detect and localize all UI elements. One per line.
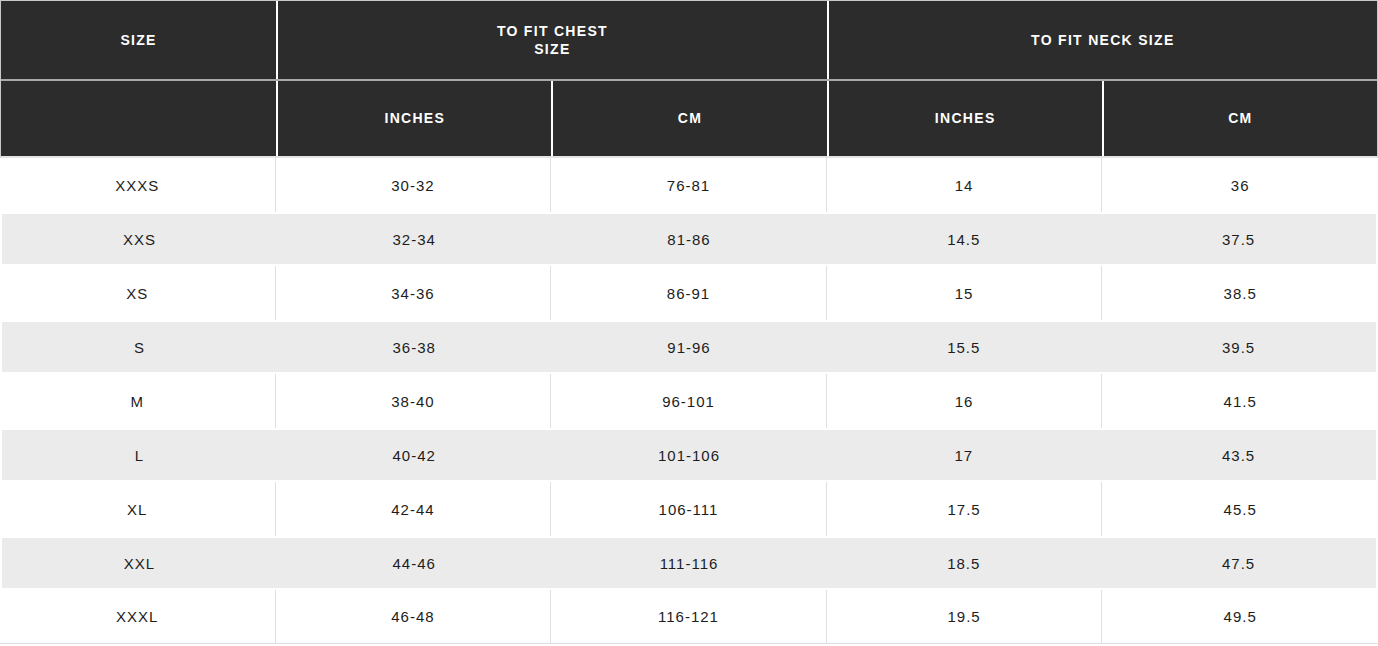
neck-cm-cell: 39.5	[1101, 322, 1376, 372]
table-row: S 36-38 91-96 15.5 39.5	[0, 320, 1378, 374]
chest-cm-cell: 76-81	[551, 158, 827, 212]
neck-inches-cell: 14	[827, 158, 1103, 212]
chest-cm-cell: 96-101	[551, 374, 827, 428]
neck-cm-cell: 41.5	[1102, 374, 1378, 428]
chest-inches-cell: 34-36	[276, 266, 552, 320]
chest-cm-cell: 106-111	[551, 482, 827, 536]
size-cell: XXXL	[0, 590, 276, 643]
neck-inches-cell: 16	[827, 374, 1103, 428]
header-chest-group: TO FIT CHEST SIZE	[276, 1, 826, 79]
chest-inches-cell: 40-42	[277, 430, 552, 480]
size-cell: XS	[0, 266, 276, 320]
chest-cm-cell: 86-91	[551, 266, 827, 320]
neck-cm-cell: 45.5	[1102, 482, 1378, 536]
table-header: SIZE TO FIT CHEST SIZE TO FIT NECK SIZE …	[0, 0, 1378, 158]
neck-inches-cell: 19.5	[827, 590, 1103, 643]
size-cell: XXL	[2, 538, 277, 588]
subheader-neck-inches: INCHES	[827, 81, 1102, 156]
neck-inches-cell: 18.5	[826, 538, 1101, 588]
subheader-chest-cm: CM	[551, 81, 826, 156]
chest-inches-cell: 30-32	[276, 158, 552, 212]
size-cell: S	[2, 322, 277, 372]
table-row: XL 42-44 106-111 17.5 45.5	[0, 482, 1378, 536]
table-row: XXXL 46-48 116-121 19.5 49.5	[0, 590, 1378, 644]
size-cell: XL	[0, 482, 276, 536]
table-row: XXL 44-46 111-116 18.5 47.5	[0, 536, 1378, 590]
neck-inches-cell: 15.5	[826, 322, 1101, 372]
neck-inches-cell: 14.5	[826, 214, 1101, 264]
neck-inches-cell: 17	[826, 430, 1101, 480]
table-row: M 38-40 96-101 16 41.5	[0, 374, 1378, 428]
size-cell: XXXS	[0, 158, 276, 212]
header-neck-group: TO FIT NECK SIZE	[827, 1, 1377, 79]
subheader-empty	[1, 81, 276, 156]
chest-inches-cell: 46-48	[276, 590, 552, 643]
chest-inches-cell: 42-44	[276, 482, 552, 536]
subheader-chest-inches: INCHES	[276, 81, 551, 156]
subheader-neck-cm: CM	[1102, 81, 1377, 156]
chest-inches-cell: 32-34	[277, 214, 552, 264]
chest-inches-cell: 38-40	[276, 374, 552, 428]
neck-cm-cell: 36	[1102, 158, 1378, 212]
neck-cm-cell: 38.5	[1102, 266, 1378, 320]
table-row: XS 34-36 86-91 15 38.5	[0, 266, 1378, 320]
chest-inches-cell: 44-46	[277, 538, 552, 588]
neck-cm-cell: 49.5	[1102, 590, 1378, 643]
size-chart-table: SIZE TO FIT CHEST SIZE TO FIT NECK SIZE …	[0, 0, 1378, 646]
neck-cm-cell: 37.5	[1101, 214, 1376, 264]
chest-cm-cell: 116-121	[551, 590, 827, 643]
chest-cm-cell: 101-106	[552, 430, 827, 480]
table-row: XXXS 30-32 76-81 14 36	[0, 158, 1378, 212]
table-row: L 40-42 101-106 17 43.5	[0, 428, 1378, 482]
neck-inches-cell: 17.5	[827, 482, 1103, 536]
chest-cm-cell: 81-86	[552, 214, 827, 264]
chest-cm-cell: 91-96	[552, 322, 827, 372]
table-row: XXS 32-34 81-86 14.5 37.5	[0, 212, 1378, 266]
size-cell: M	[0, 374, 276, 428]
chest-inches-cell: 36-38	[277, 322, 552, 372]
neck-cm-cell: 43.5	[1101, 430, 1376, 480]
header-units-row: INCHES CM INCHES CM	[1, 79, 1377, 156]
chest-cm-cell: 111-116	[552, 538, 827, 588]
size-cell: XXS	[2, 214, 277, 264]
header-group-row: SIZE TO FIT CHEST SIZE TO FIT NECK SIZE	[1, 1, 1377, 79]
neck-cm-cell: 47.5	[1101, 538, 1376, 588]
header-size: SIZE	[1, 1, 276, 79]
neck-inches-cell: 15	[827, 266, 1103, 320]
size-cell: L	[2, 430, 277, 480]
